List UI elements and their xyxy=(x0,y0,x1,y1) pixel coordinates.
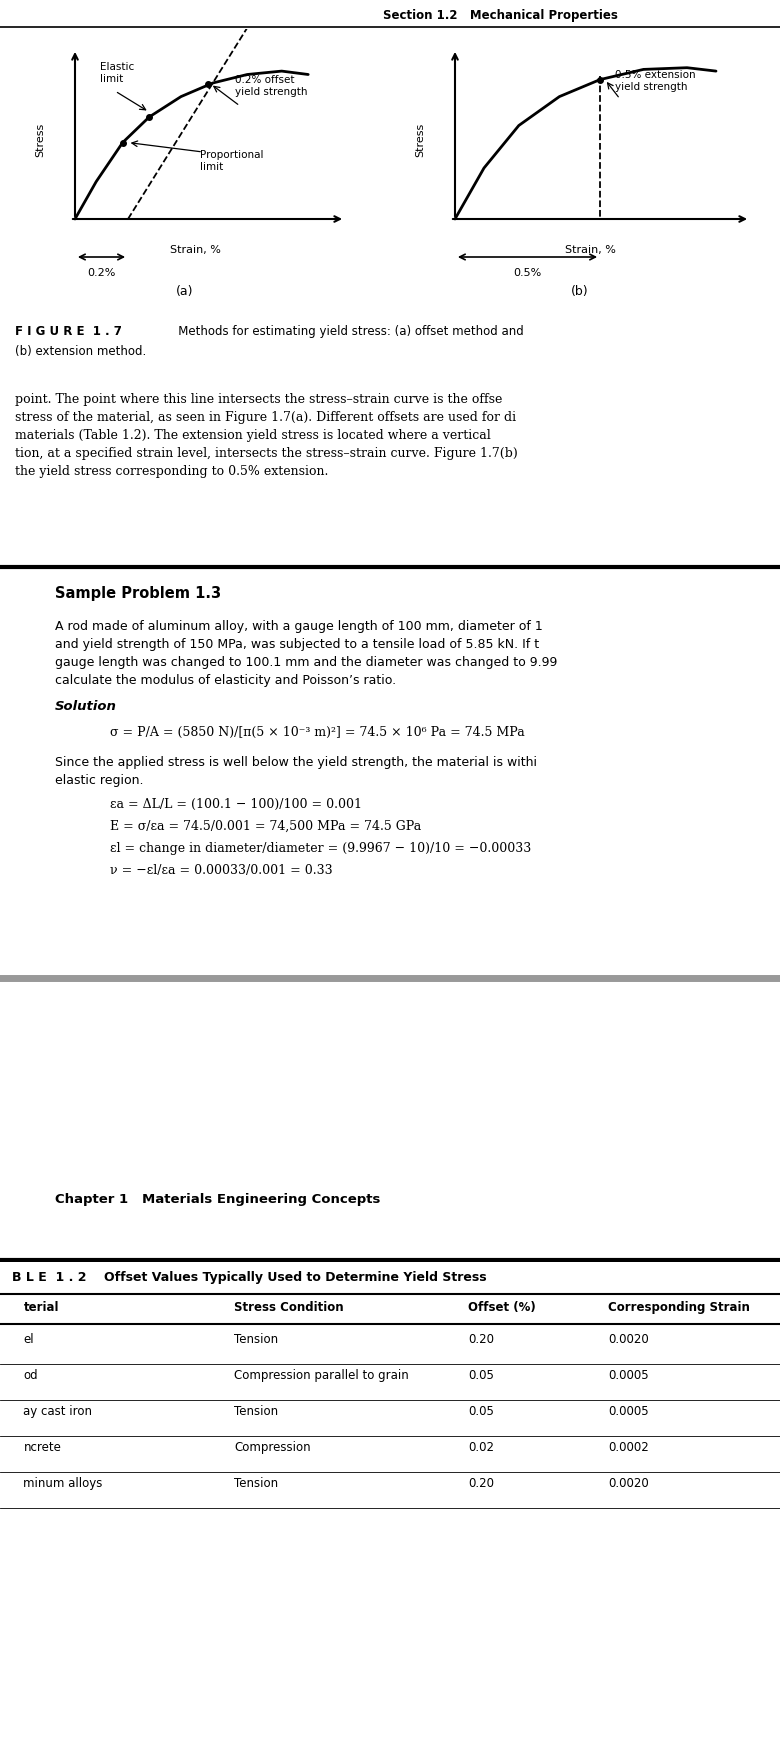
Text: Sample Problem 1.3: Sample Problem 1.3 xyxy=(55,586,221,601)
Text: 0.0020: 0.0020 xyxy=(608,1475,649,1489)
Text: gauge length was changed to 100.1 mm and the diameter was changed to 9.99: gauge length was changed to 100.1 mm and… xyxy=(55,656,558,669)
Text: 0.5% extension
yield strength: 0.5% extension yield strength xyxy=(615,70,696,91)
Text: Solution: Solution xyxy=(55,699,117,713)
Text: point. The point where this line intersects the stress–strain curve is the offse: point. The point where this line interse… xyxy=(15,393,502,406)
Text: Tension: Tension xyxy=(234,1475,278,1489)
Text: Since the applied stress is well below the yield strength, the material is withi: Since the applied stress is well below t… xyxy=(55,755,537,769)
Text: Strain, %: Strain, % xyxy=(169,245,221,255)
Text: Section 1.2   Mechanical Properties: Section 1.2 Mechanical Properties xyxy=(382,9,618,21)
Text: 0.0005: 0.0005 xyxy=(608,1369,649,1381)
Text: 0.20: 0.20 xyxy=(468,1475,494,1489)
Text: and yield strength of 150 MPa, was subjected to a tensile load of 5.85 kN. If t: and yield strength of 150 MPa, was subje… xyxy=(55,638,539,650)
Text: materials (Table 1.2). The extension yield stress is located where a vertical: materials (Table 1.2). The extension yie… xyxy=(15,428,491,442)
Text: Strain, %: Strain, % xyxy=(565,245,615,255)
Text: 0.05: 0.05 xyxy=(468,1369,494,1381)
Text: od: od xyxy=(23,1369,38,1381)
Text: 0.05: 0.05 xyxy=(468,1404,494,1418)
Text: 0.0020: 0.0020 xyxy=(608,1332,649,1346)
Text: el: el xyxy=(23,1332,34,1346)
Text: 0.0005: 0.0005 xyxy=(608,1404,649,1418)
Text: elastic region.: elastic region. xyxy=(55,774,144,787)
Text: Tension: Tension xyxy=(234,1404,278,1418)
Text: F I G U R E  1 . 7: F I G U R E 1 . 7 xyxy=(15,325,122,337)
Text: E = σ/εa = 74.5/0.001 = 74,500 MPa = 74.5 GPa: E = σ/εa = 74.5/0.001 = 74,500 MPa = 74.… xyxy=(110,820,421,832)
Text: (b) extension method.: (b) extension method. xyxy=(15,344,147,358)
Text: Stress: Stress xyxy=(415,122,425,157)
Text: Proportional
limit: Proportional limit xyxy=(200,150,264,171)
Text: Stress Condition: Stress Condition xyxy=(234,1301,344,1313)
Text: 0.0002: 0.0002 xyxy=(608,1440,649,1453)
Text: Methods for estimating yield stress: (a) offset method and: Methods for estimating yield stress: (a)… xyxy=(167,325,523,337)
Text: Compression: Compression xyxy=(234,1440,310,1453)
Text: ay cast iron: ay cast iron xyxy=(23,1404,92,1418)
Text: εl = change in diameter/diameter = (9.9967 − 10)/10 = −0.00033: εl = change in diameter/diameter = (9.99… xyxy=(110,841,531,855)
Text: Stress: Stress xyxy=(35,122,45,157)
Text: stress of the material, as seen in Figure 1.7(a). Different offsets are used for: stress of the material, as seen in Figur… xyxy=(15,411,516,423)
Text: 0.5%: 0.5% xyxy=(513,267,541,278)
Text: 0.20: 0.20 xyxy=(468,1332,494,1346)
Text: Chapter 1   Materials Engineering Concepts: Chapter 1 Materials Engineering Concepts xyxy=(55,1192,381,1206)
Text: 0.2% offset
yield strength: 0.2% offset yield strength xyxy=(235,75,307,96)
Text: σ = P/A = (5850 N)/[π(5 × 10⁻³ m)²] = 74.5 × 10⁶ Pa = 74.5 MPa: σ = P/A = (5850 N)/[π(5 × 10⁻³ m)²] = 74… xyxy=(110,725,525,739)
Text: B L E  1 . 2    Offset Values Typically Used to Determine Yield Stress: B L E 1 . 2 Offset Values Typically Used… xyxy=(12,1271,487,1283)
Text: (b): (b) xyxy=(571,285,589,297)
Text: 0.02: 0.02 xyxy=(468,1440,494,1453)
Text: ncrete: ncrete xyxy=(23,1440,62,1453)
Text: minum alloys: minum alloys xyxy=(23,1475,103,1489)
Text: ν = −εl/εa = 0.00033/0.001 = 0.33: ν = −εl/εa = 0.00033/0.001 = 0.33 xyxy=(110,864,332,876)
Text: εa = ΔL/L = (100.1 − 100)/100 = 0.001: εa = ΔL/L = (100.1 − 100)/100 = 0.001 xyxy=(110,797,362,811)
Text: Elastic
limit: Elastic limit xyxy=(100,61,134,84)
Text: calculate the modulus of elasticity and Poisson’s ratio.: calculate the modulus of elasticity and … xyxy=(55,673,396,687)
Text: Corresponding Strain: Corresponding Strain xyxy=(608,1301,750,1313)
Text: Compression parallel to grain: Compression parallel to grain xyxy=(234,1369,409,1381)
Text: tion, at a specified strain level, intersects the stress–strain curve. Figure 1.: tion, at a specified strain level, inter… xyxy=(15,447,518,460)
Text: Tension: Tension xyxy=(234,1332,278,1346)
Text: 0.2%: 0.2% xyxy=(87,267,115,278)
Text: (a): (a) xyxy=(176,285,193,297)
Text: A rod made of aluminum alloy, with a gauge length of 100 mm, diameter of 1: A rod made of aluminum alloy, with a gau… xyxy=(55,619,543,633)
Text: Offset (%): Offset (%) xyxy=(468,1301,536,1313)
Text: the yield stress corresponding to 0.5% extension.: the yield stress corresponding to 0.5% e… xyxy=(15,465,328,477)
Text: terial: terial xyxy=(23,1301,59,1313)
